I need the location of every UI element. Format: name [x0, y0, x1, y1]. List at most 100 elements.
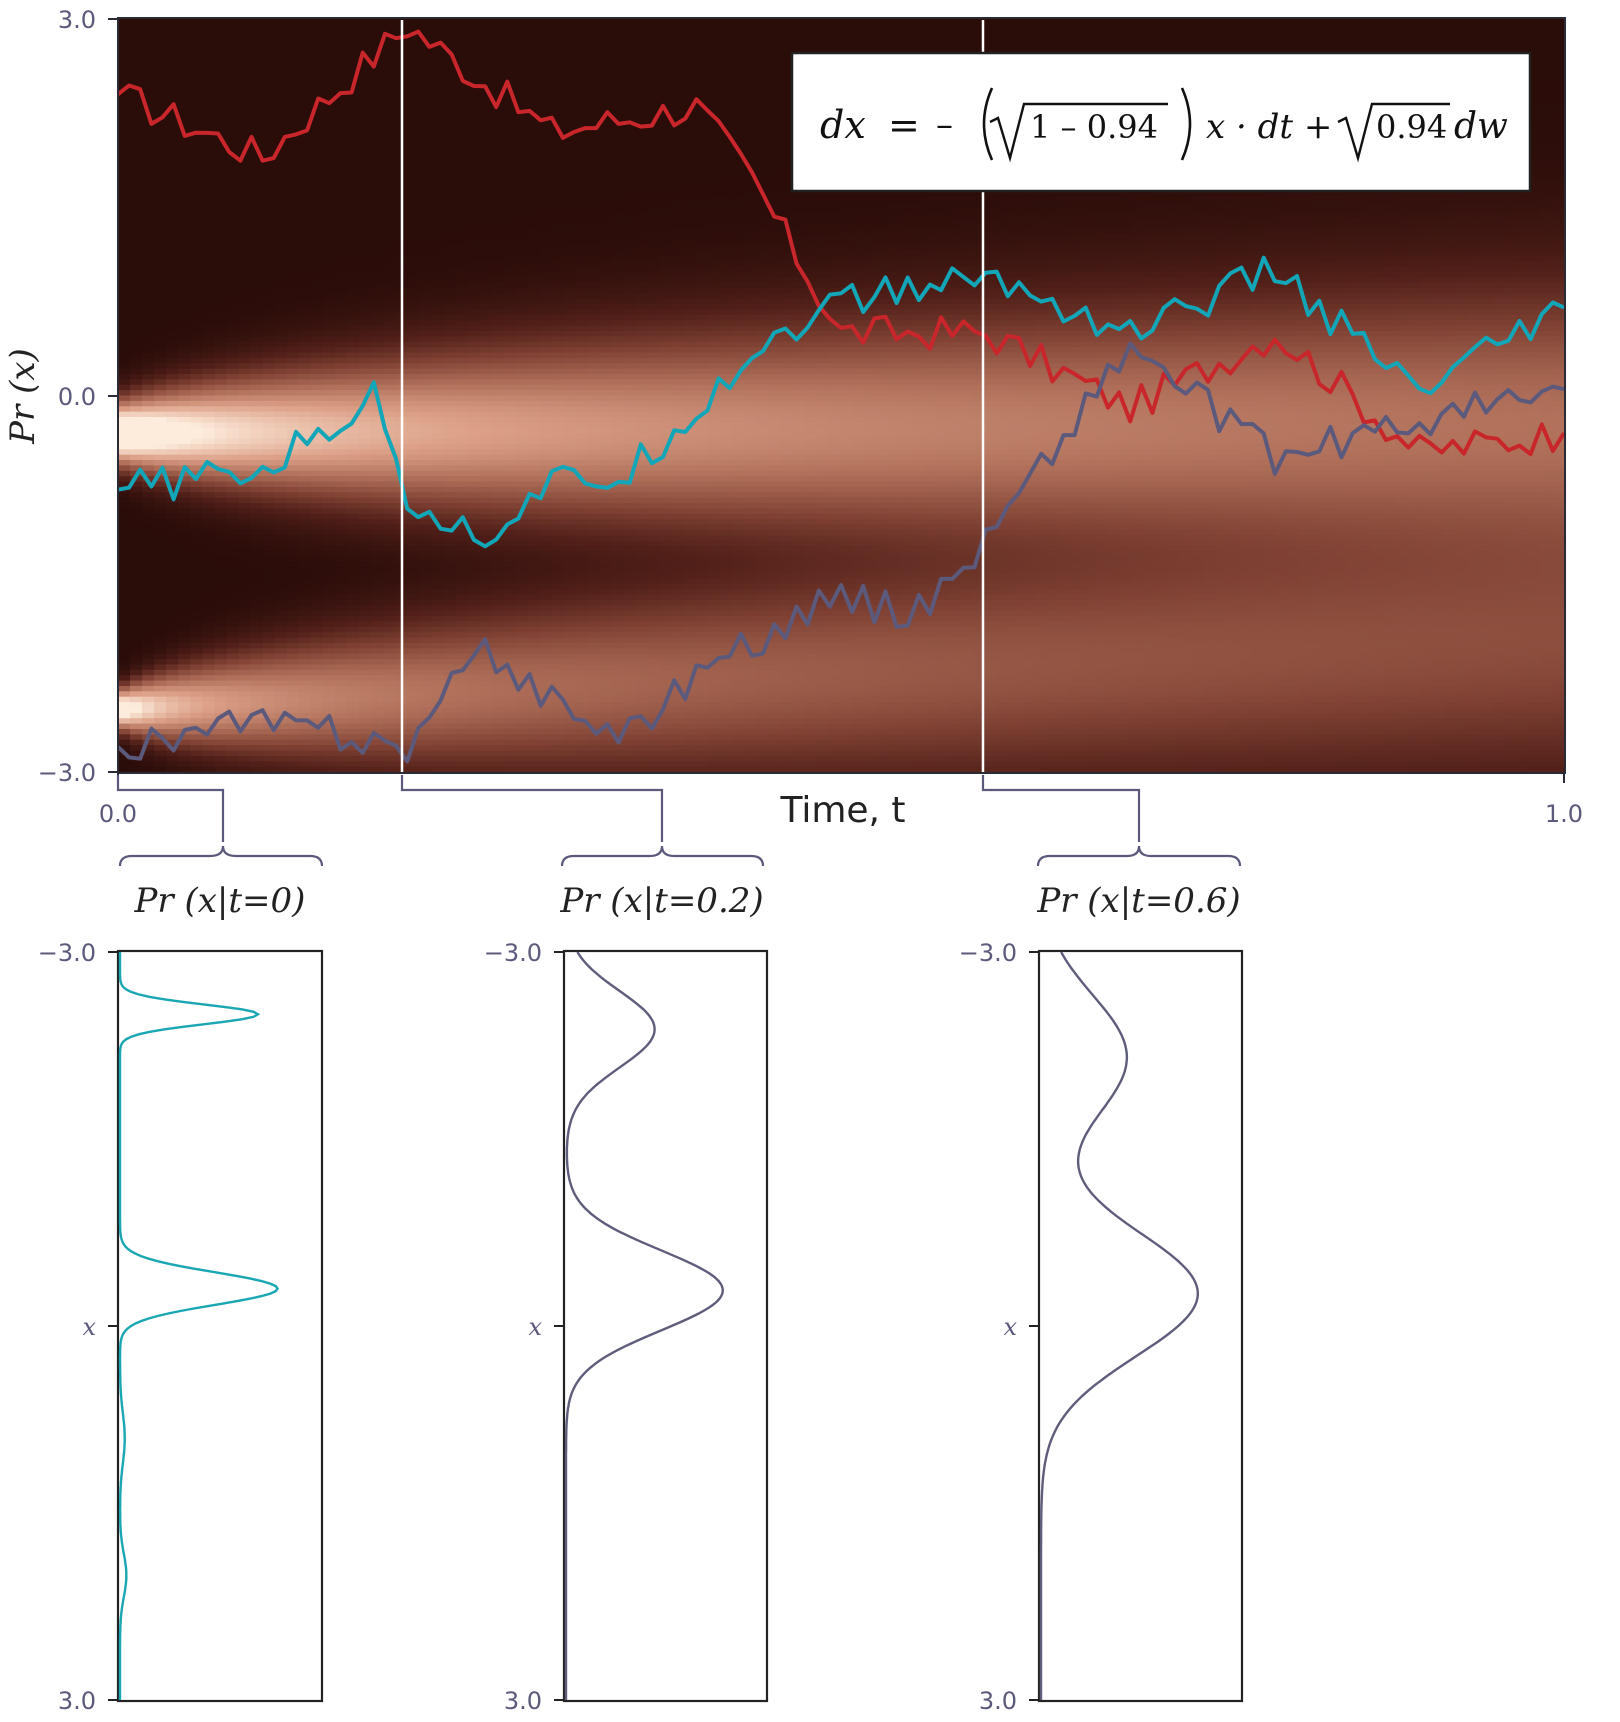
heatmap-cell: [491, 309, 505, 316]
heatmap-cell: [359, 540, 372, 547]
heatmap-cell: [322, 137, 336, 144]
heatmap-cell: [226, 304, 240, 311]
heatmap-cell: [190, 739, 203, 746]
heatmap-cell: [214, 88, 228, 95]
heatmap-cell: [334, 72, 348, 79]
heatmap-cell: [479, 266, 493, 273]
heatmap-cell: [407, 637, 420, 644]
heatmap-cell: [479, 191, 493, 198]
heatmap-cell: [250, 115, 264, 122]
heatmap-cell: [250, 110, 264, 117]
heatmap-cell: [359, 121, 372, 128]
heatmap-cell: [262, 336, 276, 343]
heatmap-cell: [383, 400, 396, 407]
heatmap-cell: [419, 384, 432, 391]
heatmap-cell: [262, 685, 276, 692]
heatmap-cell: [383, 24, 396, 31]
heatmap-cell: [383, 718, 396, 725]
heatmap-cell: [334, 78, 348, 85]
heatmap-cell: [443, 476, 456, 483]
heatmap-cell: [491, 153, 505, 160]
heatmap-cell: [491, 632, 505, 639]
heatmap-cell: [515, 282, 529, 289]
heatmap-cell: [467, 406, 481, 413]
heatmap-cell: [238, 196, 252, 203]
heatmap-cell: [503, 148, 517, 155]
heatmap-cell: [238, 766, 252, 773]
heatmap-cell: [226, 164, 240, 171]
heatmap-cell: [286, 185, 300, 192]
heatmap-cell: [334, 347, 348, 354]
heatmap-cell: [334, 632, 348, 639]
heatmap-cell: [539, 293, 553, 300]
heatmap-cell: [166, 406, 179, 413]
heatmap-cell: [322, 255, 336, 262]
heatmap-cell: [202, 309, 215, 316]
heatmap-cell: [142, 637, 155, 644]
heatmap-cell: [479, 728, 493, 735]
heatmap-cell: [142, 535, 155, 542]
heatmap-cell: [274, 761, 288, 768]
heatmap-cell: [515, 626, 529, 633]
heatmap-cell: [383, 142, 396, 149]
heatmap-cell: [142, 589, 155, 596]
heatmap-cell: [214, 422, 228, 429]
heatmap-cell: [178, 56, 191, 63]
heatmap-cell: [455, 223, 469, 230]
heatmap-cell: [142, 261, 155, 268]
heatmap-cell: [455, 637, 469, 644]
heatmap-cell: [130, 148, 143, 155]
heatmap-cell: [178, 83, 191, 90]
heatmap-cell: [214, 454, 228, 461]
heatmap-cell: [286, 191, 300, 198]
heatmap-cell: [214, 234, 228, 241]
heatmap-cell: [383, 115, 396, 122]
heatmap-cell: [407, 180, 420, 187]
heatmap-cell: [262, 266, 276, 273]
heatmap-cell: [467, 524, 481, 531]
heatmap-cell: [286, 390, 300, 397]
heatmap-cell: [539, 174, 553, 181]
heatmap-cell: [407, 363, 420, 370]
heatmap-cell: [455, 239, 469, 246]
heatmap-cell: [322, 363, 336, 370]
heatmap-cell: [310, 707, 324, 714]
heatmap-cell: [250, 174, 264, 181]
heatmap-cell: [322, 174, 336, 181]
heatmap-cell: [455, 411, 469, 418]
heatmap-cell: [491, 121, 505, 128]
heatmap-cell: [238, 314, 252, 321]
heatmap-cell: [346, 336, 360, 343]
heatmap-cell: [346, 599, 360, 606]
heatmap-cell: [178, 115, 191, 122]
heatmap-cell: [190, 610, 203, 617]
heatmap-cell: [214, 83, 228, 90]
heatmap-cell: [298, 261, 312, 268]
heatmap-cell: [166, 481, 179, 488]
heatmap-cell: [166, 411, 179, 418]
heatmap-cell: [238, 546, 252, 553]
heatmap-cell: [346, 519, 360, 526]
heatmap-cell: [491, 368, 505, 375]
heatmap-cell: [467, 293, 481, 300]
heatmap-cell: [491, 766, 505, 773]
heatmap-cell: [407, 610, 420, 617]
heatmap-cell: [467, 551, 481, 558]
heatmap-cell: [527, 357, 541, 364]
heatmap-cell: [118, 330, 131, 337]
heatmap-cell: [431, 513, 444, 520]
heatmap-cell: [431, 470, 444, 477]
heatmap-cell: [491, 341, 505, 348]
heatmap-cell: [262, 712, 276, 719]
heatmap-cell: [431, 325, 444, 332]
heatmap-cell: [503, 320, 517, 327]
heatmap-cell: [467, 330, 481, 337]
heatmap-cell: [178, 761, 191, 768]
heatmap-cell: [178, 707, 191, 714]
heatmap-cell: [130, 164, 143, 171]
heatmap-cell: [527, 572, 541, 579]
heatmap-cell: [383, 83, 396, 90]
heatmap-cell: [334, 239, 348, 246]
heatmap-cell: [238, 255, 252, 262]
heatmap-cell: [238, 287, 252, 294]
